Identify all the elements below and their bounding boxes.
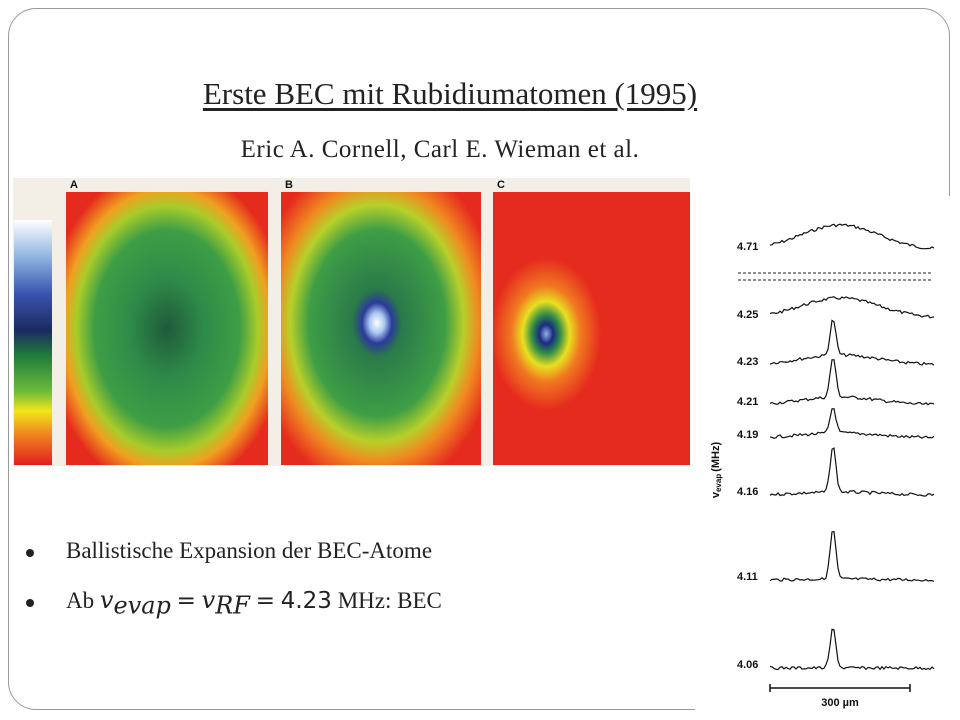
scale-label: 300 µm: [821, 697, 859, 709]
bullet-item: Ballistische Expansion der BEC-Atome: [66, 538, 432, 564]
profile-trace: [769, 628, 935, 671]
axis-symbol: v: [710, 491, 722, 498]
slide-subtitle: Eric A. Cornell, Carl E. Wieman et al.: [240, 136, 640, 163]
profile-trace: [769, 359, 935, 406]
bullet-item: Ab 𝑣evap = 𝑣RF = 4.23 MHz: BEC: [66, 586, 442, 620]
math-number: 4.23: [280, 588, 332, 614]
axis-subscript: evap: [714, 474, 723, 492]
bullet-text: MHz: BEC: [337, 588, 442, 613]
math-subscript: RF: [215, 591, 250, 620]
axis-unit: (MHz): [710, 442, 722, 472]
math-subscript: evap: [113, 591, 171, 620]
panel-label: B: [285, 179, 293, 191]
profile-trace: [769, 319, 935, 366]
profile-label: 4.21: [737, 396, 758, 408]
math-symbol: 𝑣: [201, 586, 216, 614]
profile-label: 4.06: [737, 659, 758, 671]
bullet-markers: [26, 549, 34, 607]
profile-trace: [769, 296, 935, 319]
profile-label: 4.23: [737, 356, 758, 368]
bullet-dot: [26, 549, 34, 557]
profile-trace: [769, 531, 935, 582]
bullet-text: Ab: [66, 588, 95, 613]
math-symbol: 𝑣: [99, 586, 114, 614]
math-operator: =: [176, 588, 196, 614]
image-panel: [281, 192, 481, 465]
color-bar: [14, 220, 52, 465]
profile-label: 4.25: [737, 309, 758, 321]
profile-label: 4.11: [737, 571, 758, 583]
slide-title: Erste BEC mit Rubidiumatomen (1995): [202, 76, 698, 111]
profile-trace: [769, 447, 935, 497]
image-panel: [66, 192, 268, 465]
profile-label: 4.19: [737, 429, 758, 441]
panel-label: A: [70, 179, 78, 191]
image-panel: [493, 192, 690, 465]
axis-label: vevap (MHz): [710, 442, 723, 499]
profile-trace: [769, 408, 935, 439]
profile-figure: [695, 196, 960, 720]
math-operator: =: [255, 588, 275, 614]
bullet-text: Ballistische Expansion der BEC-Atome: [66, 538, 433, 563]
profile-label: 4.71: [737, 241, 758, 253]
profile-trace: [769, 223, 935, 250]
bullet-dot: [26, 599, 34, 607]
profile-label: 4.16: [737, 486, 758, 498]
panel-label: C: [497, 179, 505, 191]
